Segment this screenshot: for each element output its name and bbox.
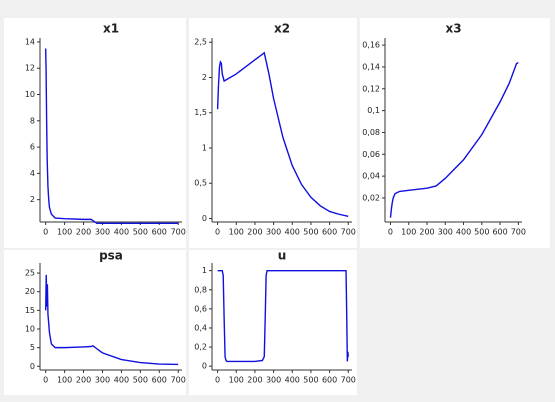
- y-tick-label: 6: [30, 143, 35, 152]
- data-line: [44, 48, 179, 225]
- y-tick-label: 0: [202, 214, 207, 223]
- x-tick-label: 500: [474, 228, 489, 237]
- x-tick-label: 0: [215, 376, 220, 385]
- x-tick-label: 500: [133, 228, 148, 237]
- chart-title: x3: [445, 22, 461, 36]
- x-tick-label: 400: [114, 376, 129, 385]
- x-tick-label: 700: [171, 376, 186, 385]
- x-tick-label: 300: [95, 376, 110, 385]
- x-tick-label: 200: [247, 376, 262, 385]
- y-tick-label: 0,06: [362, 150, 380, 159]
- panel: [360, 18, 550, 248]
- x-tick-label: 300: [266, 376, 281, 385]
- data-line: [217, 269, 349, 363]
- x-tick-label: 600: [152, 376, 167, 385]
- y-tick-label: 1: [202, 266, 207, 275]
- x-tick-label: 600: [322, 376, 337, 385]
- x-tick-label: 500: [303, 228, 318, 237]
- y-tick-label: 5: [30, 343, 35, 352]
- y-tick-label: 2,5: [194, 38, 207, 47]
- data-line: [44, 274, 179, 366]
- x-tick-label: 0: [43, 228, 48, 237]
- x-tick-label: 700: [171, 228, 186, 237]
- y-tick-label: 0: [202, 362, 207, 371]
- data-line: [389, 61, 519, 218]
- y-tick-label: 2: [30, 195, 35, 204]
- y-tick-label: 0,04: [362, 172, 380, 181]
- panel: [4, 250, 186, 395]
- y-tick-label: 25: [25, 269, 35, 278]
- chart-title: x2: [274, 22, 290, 36]
- y-tick-label: 10: [25, 90, 35, 99]
- x-tick-label: 600: [492, 228, 507, 237]
- data-line: [216, 51, 349, 218]
- y-tick-label: 4: [30, 169, 35, 178]
- x-tick-label: 0: [43, 376, 48, 385]
- chart-title: u: [278, 249, 287, 263]
- x-tick-label: 200: [419, 228, 434, 237]
- y-tick-label: 10: [25, 324, 35, 333]
- x-tick-label: 200: [247, 228, 262, 237]
- x-tick-label: 100: [229, 228, 244, 237]
- x-tick-label: 100: [401, 228, 416, 237]
- panel: [4, 18, 186, 248]
- x-tick-label: 400: [285, 228, 300, 237]
- x-tick-label: 100: [57, 228, 72, 237]
- x-tick-label: 700: [341, 376, 356, 385]
- x-tick-label: 700: [341, 228, 356, 237]
- y-tick-label: 1,5: [194, 108, 207, 117]
- x-tick-label: 200: [76, 376, 91, 385]
- y-tick-label: 0,2: [194, 343, 207, 352]
- y-tick-label: 0: [30, 362, 35, 371]
- y-tick-label: 0,16: [362, 41, 380, 50]
- x-tick-label: 0: [388, 228, 393, 237]
- y-tick-label: 8: [30, 116, 35, 125]
- y-tick-label: 0,6: [194, 304, 207, 313]
- y-tick-label: 0,5: [194, 179, 207, 188]
- y-tick-label: 12: [25, 64, 35, 73]
- x-tick-label: 300: [95, 228, 110, 237]
- y-tick-label: 0,08: [362, 128, 380, 137]
- y-tick-label: 0,1: [367, 106, 380, 115]
- x-tick-label: 600: [322, 228, 337, 237]
- y-tick-label: 2: [202, 73, 207, 82]
- chart-title: psa: [99, 249, 123, 263]
- x-tick-label: 200: [76, 228, 91, 237]
- x-tick-label: 500: [303, 376, 318, 385]
- y-tick-label: 0,02: [362, 193, 380, 202]
- y-tick-label: 20: [25, 287, 35, 296]
- x-tick-label: 100: [57, 376, 72, 385]
- x-tick-label: 400: [456, 228, 471, 237]
- panel: [189, 250, 357, 395]
- x-tick-label: 600: [152, 228, 167, 237]
- x-tick-label: 400: [285, 376, 300, 385]
- y-tick-label: 14: [25, 37, 35, 46]
- x-tick-label: 0: [215, 228, 220, 237]
- x-tick-label: 700: [511, 228, 526, 237]
- y-tick-label: 0,4: [194, 323, 207, 332]
- y-tick-label: 15: [25, 306, 35, 315]
- panel: [189, 18, 357, 248]
- x-tick-label: 300: [438, 228, 453, 237]
- y-tick-label: 0,14: [362, 62, 380, 71]
- y-tick-label: 1: [202, 143, 207, 152]
- y-tick-label: 0,8: [194, 285, 207, 294]
- x-tick-label: 300: [266, 228, 281, 237]
- x-tick-label: 400: [114, 228, 129, 237]
- x-tick-label: 500: [133, 376, 148, 385]
- y-tick-label: 0,12: [362, 84, 380, 93]
- x-tick-label: 100: [229, 376, 244, 385]
- chart-title: x1: [103, 22, 119, 36]
